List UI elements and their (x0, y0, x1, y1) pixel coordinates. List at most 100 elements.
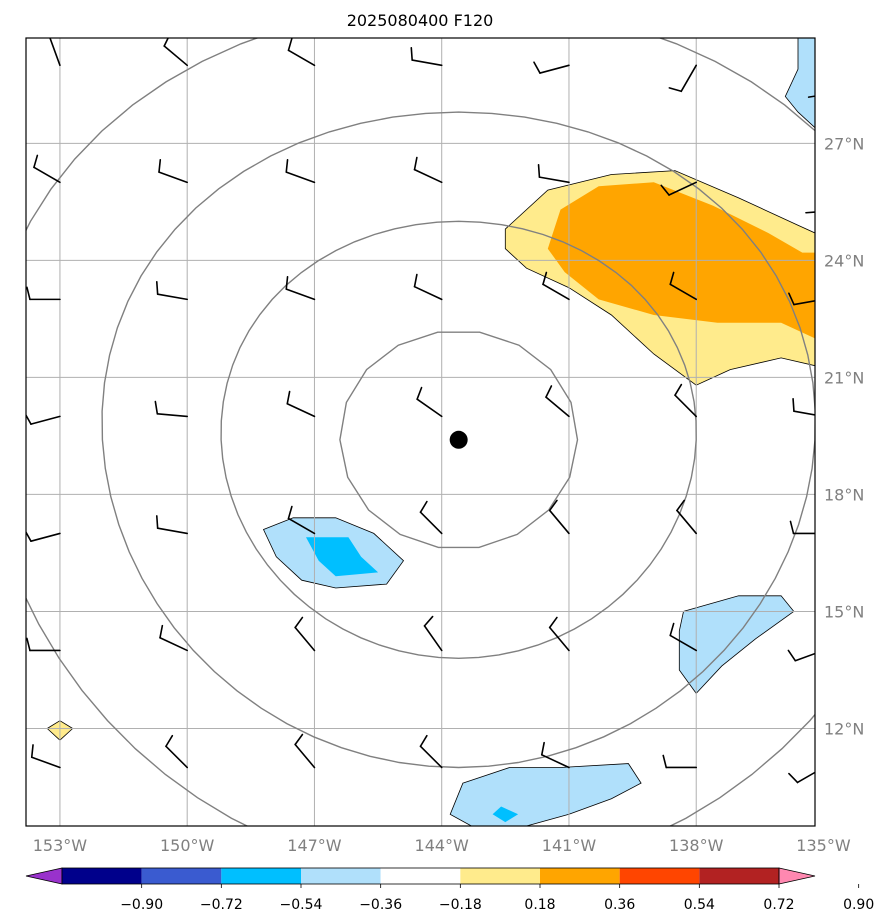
colorbar-label: −0.36 (359, 897, 402, 913)
wind-barb-staff (163, 45, 188, 67)
contour-outline-7 (784, 38, 815, 129)
range-ring-2 (220, 220, 697, 660)
wind-barb-staff (538, 176, 570, 184)
wind-barb (676, 499, 698, 535)
wind-barb-staff (419, 511, 443, 535)
wind-barb-staff (669, 283, 698, 301)
colorbar-bin (460, 868, 540, 884)
wind-barb-staff (165, 745, 188, 769)
contour-outline-4 (678, 595, 795, 695)
wind-barb-staff (416, 398, 443, 418)
colorbar-bin (62, 868, 142, 884)
colorbar-extend-low (25, 867, 63, 885)
wind-barb-staff (669, 634, 698, 652)
wind-barb-staff (668, 181, 698, 196)
wind-barb (26, 413, 61, 425)
wind-barb-staff (542, 283, 570, 301)
wind-barb-feather (33, 154, 39, 169)
longitude-tick-labels: 153°W 150°W 147°W 144°W 141°W 138°W 135°W (33, 836, 851, 855)
wind-barb (674, 383, 698, 418)
wind-barb-feather (533, 61, 541, 74)
wind-barb-feather (294, 733, 304, 746)
wind-barb-feather (30, 744, 34, 759)
wind-barb (540, 741, 570, 769)
range-rings (26, 38, 815, 826)
wind-barb-feather (294, 616, 304, 629)
wind-barb-feather (287, 38, 293, 52)
wind-barb (33, 154, 61, 184)
wind-barb (533, 61, 570, 74)
colorbar-label: 0.90 (843, 897, 874, 913)
wind-barb (668, 64, 698, 93)
wind-barb-staff (156, 293, 188, 301)
wind-barb-staff (30, 415, 61, 425)
colorbar-label: −0.18 (439, 897, 482, 913)
wind-barb (669, 271, 698, 301)
wind-barb-feather (548, 499, 558, 512)
wind-barb-feather (548, 616, 558, 629)
wind-barb (537, 163, 570, 184)
wind-barb (805, 182, 823, 214)
wind-barb-feather (410, 46, 413, 61)
wind-barb-staff (33, 166, 61, 184)
colorbar-bin (301, 868, 381, 884)
wind-barb-feather (416, 386, 423, 400)
wind-barb (286, 390, 316, 418)
wind-barb (788, 771, 815, 784)
wind-barb-feather (660, 184, 670, 196)
wind-barb-feather (423, 615, 434, 627)
shaded-region-6 (492, 806, 519, 823)
wind-barb-staff (158, 171, 188, 184)
wind-barb-feather (154, 400, 159, 415)
wind-barb-feather (159, 624, 164, 639)
wind-barb-staff (294, 743, 316, 769)
wind-barb (26, 286, 61, 301)
longitude-label: 153°W (33, 836, 88, 855)
wind-barb (285, 158, 316, 184)
map-frame (25, 37, 816, 827)
wind-barb-staff (539, 64, 570, 74)
longitude-label: 141°W (542, 836, 597, 855)
longitude-label: 135°W (796, 836, 851, 855)
colorbar-label: −0.72 (200, 897, 243, 913)
wind-barb (165, 734, 188, 769)
wind-barb-feather (286, 390, 291, 405)
wind-barb-staff (285, 288, 316, 301)
wind-barbs (26, 30, 823, 784)
wind-barb-feather (165, 734, 174, 748)
colorbar-bin (141, 868, 222, 884)
colorbar-bin (540, 868, 620, 884)
wind-barb-staff (30, 756, 61, 769)
wind-barb (548, 616, 570, 652)
colorbar-label: −0.54 (280, 897, 323, 913)
wind-barb-feather (163, 38, 170, 47)
wind-barb-feather (542, 271, 548, 286)
wind-barb-staff (818, 182, 823, 212)
colorbar-label: 0.72 (763, 897, 794, 913)
wind-barb-feather (285, 276, 289, 290)
wind-barb-staff (413, 168, 443, 184)
wind-barb-staff (793, 300, 815, 306)
longitude-label: 150°W (160, 836, 215, 855)
wind-barb-staff (30, 532, 61, 542)
wind-barb (26, 530, 61, 542)
wind-barb-feather (662, 754, 668, 769)
wind-barb (410, 46, 443, 67)
wind-barb (419, 500, 443, 535)
wind-barb (545, 385, 570, 418)
colorbar-bin (619, 868, 700, 884)
wind-barb-feather (537, 163, 541, 178)
wind-barb-feather (50, 30, 60, 37)
wind-barb-feather (26, 530, 32, 542)
wind-barb (662, 754, 698, 769)
wind-barb-feather (26, 286, 31, 301)
colorbar-label: −0.90 (120, 897, 163, 913)
wind-barb-staff (676, 509, 698, 535)
map-plot-area (26, 30, 823, 826)
longitude-label: 144°W (415, 836, 470, 855)
wind-barb-feather (419, 734, 428, 748)
wind-barb-staff (793, 410, 815, 416)
wind-barb-feather (419, 500, 428, 514)
colorbar-bin (380, 868, 461, 884)
wind-barb-staff (413, 285, 443, 301)
